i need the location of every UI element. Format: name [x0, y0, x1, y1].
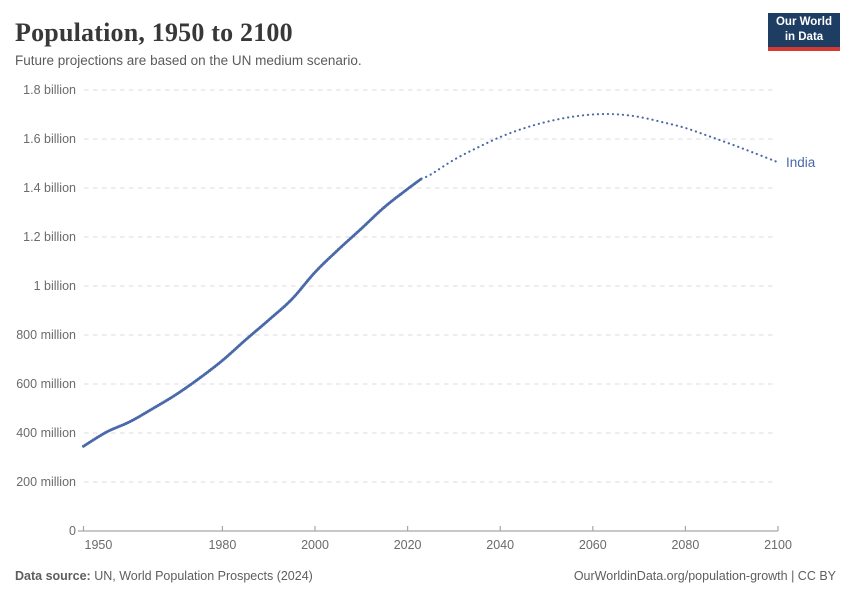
x-axis-tick-label: 2100 — [764, 538, 792, 552]
y-axis-tick-label: 0 — [69, 524, 76, 538]
y-axis-tick-label: 1.4 billion — [23, 181, 76, 195]
y-axis-tick-label: 600 million — [16, 377, 76, 391]
data-source-note: Data source: UN, World Population Prospe… — [15, 569, 313, 583]
chart-title: Population, 1950 to 2100 — [15, 18, 293, 47]
chart-subtitle: Future projections are based on the UN m… — [15, 53, 362, 68]
y-axis-tick-label: 1.2 billion — [23, 230, 76, 244]
y-axis-tick-label: 1.6 billion — [23, 132, 76, 146]
entity-label-india[interactable]: India — [786, 155, 816, 170]
owid-logo[interactable]: Our World in Data — [768, 13, 840, 51]
y-axis-tick-label: 800 million — [16, 328, 76, 342]
x-axis-tick-label: 2040 — [486, 538, 514, 552]
x-axis-tick-label: 2060 — [579, 538, 607, 552]
data-source-text: UN, World Population Prospects (2024) — [90, 569, 313, 583]
chart-footer: Data source: UN, World Population Prospe… — [15, 569, 836, 583]
x-axis-tick-label: 1980 — [208, 538, 236, 552]
owid-logo-line2: in Data — [784, 31, 824, 43]
x-axis: 1950 1980 2000 2020 2040 2060 2080 2100 — [78, 526, 792, 552]
y-axis-tick-label: 200 million — [16, 475, 76, 489]
owid-url-license-link[interactable]: OurWorldinData.org/population-growth | C… — [573, 569, 836, 583]
data-source-label: Data source: — [15, 569, 91, 583]
y-axis-tick-label: 1.8 billion — [23, 83, 76, 97]
x-axis-tick-label: 1950 — [85, 538, 113, 552]
x-axis-tick-label: 2080 — [671, 538, 699, 552]
x-axis-tick-label: 2020 — [394, 538, 422, 552]
y-gridlines: 0 200 million 400 million 600 million 800 mi… — [16, 83, 777, 538]
owid-logo-line1: Our World — [775, 16, 832, 29]
population-line-historical[interactable] — [82, 177, 423, 448]
x-axis-tick-label: 2000 — [301, 538, 329, 552]
population-line-projection[interactable] — [420, 112, 780, 180]
y-axis-tick-label: 1 billion — [34, 279, 76, 293]
y-axis-tick-label: 400 million — [16, 426, 76, 440]
